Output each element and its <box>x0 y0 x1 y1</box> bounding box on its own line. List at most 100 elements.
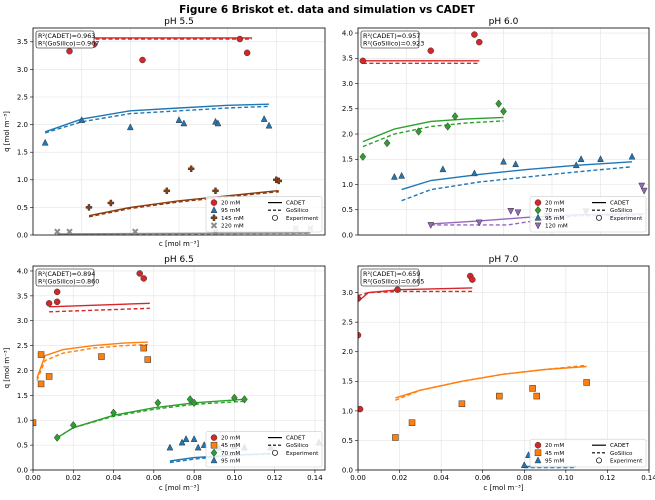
r2-cadet: R²(CADET)=0.957 <box>363 32 420 40</box>
data-point <box>214 119 222 127</box>
legend-frame <box>529 438 647 468</box>
data-point <box>572 161 580 169</box>
tick-label-y: 1.0 <box>17 176 28 184</box>
r2-frame <box>35 30 95 49</box>
legend-entry-label: 20 mM <box>545 443 564 449</box>
data-point <box>66 47 73 55</box>
tick-label-x: 0.08 <box>186 474 202 482</box>
data-point <box>131 228 139 235</box>
data-point <box>54 228 61 235</box>
data-point <box>260 115 268 122</box>
legend-frame <box>205 196 323 233</box>
legend-entry-label: 70 mM <box>545 208 564 214</box>
data-point <box>182 435 190 442</box>
tick-label-y: 3.5 <box>17 38 28 46</box>
legend-cadet-label: CADET <box>610 201 630 207</box>
gosilico-line-20mM <box>358 290 473 297</box>
experiment-points-70mM <box>53 393 248 442</box>
cadet-line-20mM <box>49 302 150 308</box>
data-point <box>241 395 248 404</box>
data-point <box>512 160 520 168</box>
gosilico-line-20mM <box>49 307 150 313</box>
panel-3: pH 6.5 0.0 0.5 1.0 1.5 2.0 2.5 3.0 3.5 4.0 0.00 0.0… <box>3 255 326 492</box>
tick-label-y: 2.0 <box>17 367 28 375</box>
legend-marker <box>210 206 218 213</box>
legend-experiment-label: Experiment <box>610 458 643 464</box>
tick-label-y: 4.0 <box>342 29 353 37</box>
data-point <box>358 331 362 339</box>
tick-label-y: 0.5 <box>17 204 28 212</box>
tick-label-y: 1.5 <box>17 392 28 400</box>
legend-entry-label: 120 mM <box>545 223 568 229</box>
tick-label-x: 0.02 <box>65 474 81 482</box>
experiment-points-45mM <box>33 344 152 426</box>
data-point <box>358 295 362 302</box>
data-point <box>394 286 401 293</box>
data-point <box>78 116 86 123</box>
legend-entry-label: 95 mM <box>545 216 564 222</box>
cadet-line-45mM <box>36 341 148 379</box>
experiment-points-145mM <box>85 165 283 211</box>
data-point <box>265 121 273 129</box>
tick-label-y: 0.0 <box>342 466 353 474</box>
r2-gosilico: R²(GoSilico)=0.860 <box>38 278 99 286</box>
data-point <box>53 298 61 306</box>
legend-marker <box>534 449 542 457</box>
tick-label-y: 0.0 <box>17 231 28 239</box>
x-axis-label: c [mol m⁻³] <box>159 240 199 248</box>
data-point <box>33 419 37 426</box>
legend-gosilico-label: GoSilico <box>286 208 309 214</box>
data-point <box>415 127 422 136</box>
data-point <box>175 116 183 123</box>
tick-label-y: 3.0 <box>17 66 28 74</box>
legend-marker <box>210 199 218 206</box>
data-point-stroke-b <box>66 228 73 235</box>
data-point <box>140 344 148 352</box>
data-point <box>500 107 507 116</box>
legend-marker <box>210 434 218 441</box>
gosilico-line-45mM <box>36 343 148 381</box>
data-point-stroke-b <box>54 228 61 235</box>
tick-label-x: 0.06 <box>146 474 162 482</box>
data-point <box>638 182 646 190</box>
tick-label-x: 0.02 <box>392 474 408 482</box>
legend-experiment-marker <box>272 449 278 456</box>
legend-experiment-marker <box>596 214 602 221</box>
tick-label-x: 0.12 <box>267 474 283 482</box>
tick-label-x: 0.14 <box>641 474 655 482</box>
tick-label-y: 2.5 <box>342 105 353 113</box>
tick-label-y: 2.5 <box>342 319 353 327</box>
cadet-line-95mM <box>44 103 270 133</box>
panel-4: pH 7.0 0.0 0.5 1.0 1.5 2.0 2.5 3.0 0.00 0.02 0.04 0… <box>342 255 655 492</box>
data-point <box>190 398 198 408</box>
data-point <box>390 172 398 180</box>
cadet-line-95mM <box>401 161 633 191</box>
data-point <box>496 392 503 400</box>
data-point <box>53 288 61 296</box>
legend-entry-label: 95 mM <box>545 458 564 464</box>
tick-label-y: 0.0 <box>342 231 353 239</box>
data-point <box>392 434 399 441</box>
legend-marker <box>534 199 542 206</box>
data-point <box>107 199 115 207</box>
data-point <box>212 187 219 195</box>
y-axis-label: q [mol m⁻³] <box>3 347 11 388</box>
gosilico-line-220mM <box>57 232 311 235</box>
legend-gosilico-label: GoSilico <box>610 451 633 457</box>
data-point <box>640 187 648 195</box>
data-point <box>628 152 636 160</box>
cadet-line-20mM <box>358 287 473 303</box>
data-point <box>45 300 53 307</box>
r2-frame <box>35 268 95 287</box>
gosilico-line-70mM <box>362 120 504 148</box>
tick-label-x: 0.00 <box>350 474 366 482</box>
figure-title: Figure 6 Briskot et. data and simulation… <box>179 4 476 16</box>
gosilico-line-45mM <box>395 364 587 401</box>
data-point <box>190 435 198 442</box>
data-point <box>427 47 434 54</box>
r2-frame <box>360 268 420 287</box>
legend-frame <box>529 196 647 233</box>
